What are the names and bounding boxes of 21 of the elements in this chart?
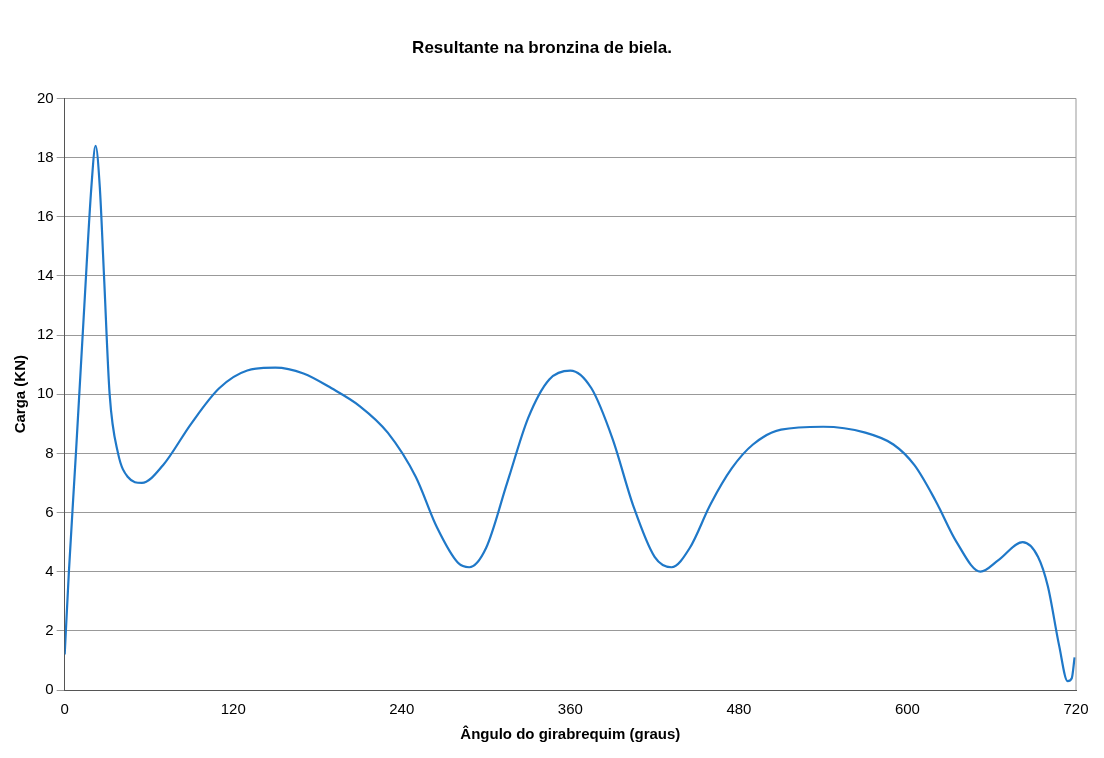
chart-title: Resultante na bronzina de biela.: [412, 37, 672, 57]
y-tick-label: 10: [37, 384, 54, 402]
x-tick-label: 600: [894, 700, 920, 718]
y-tick-label: 2: [45, 620, 54, 638]
y-axis-title: Carga (KN): [11, 355, 29, 434]
x-tick-label: 720: [1063, 700, 1089, 718]
x-tick-label: 480: [726, 700, 752, 718]
x-tick-label: 360: [557, 700, 583, 718]
y-tick-label: 6: [45, 502, 54, 520]
x-tick-label: 240: [389, 700, 415, 718]
y-tick-label: 14: [37, 266, 54, 284]
y-tick-label: 20: [37, 88, 54, 106]
y-tick-label: 0: [45, 680, 54, 698]
y-tick-label: 8: [45, 443, 54, 461]
x-tick-label: 0: [60, 700, 69, 718]
x-tick-label: 120: [220, 700, 246, 718]
y-tick-label: 16: [37, 206, 54, 224]
y-tick-label: 4: [45, 561, 54, 579]
y-tick-label: 12: [37, 325, 54, 343]
x-axis-title: Ângulo do girabrequim (graus): [460, 725, 681, 743]
y-tick-label: 18: [37, 147, 54, 165]
